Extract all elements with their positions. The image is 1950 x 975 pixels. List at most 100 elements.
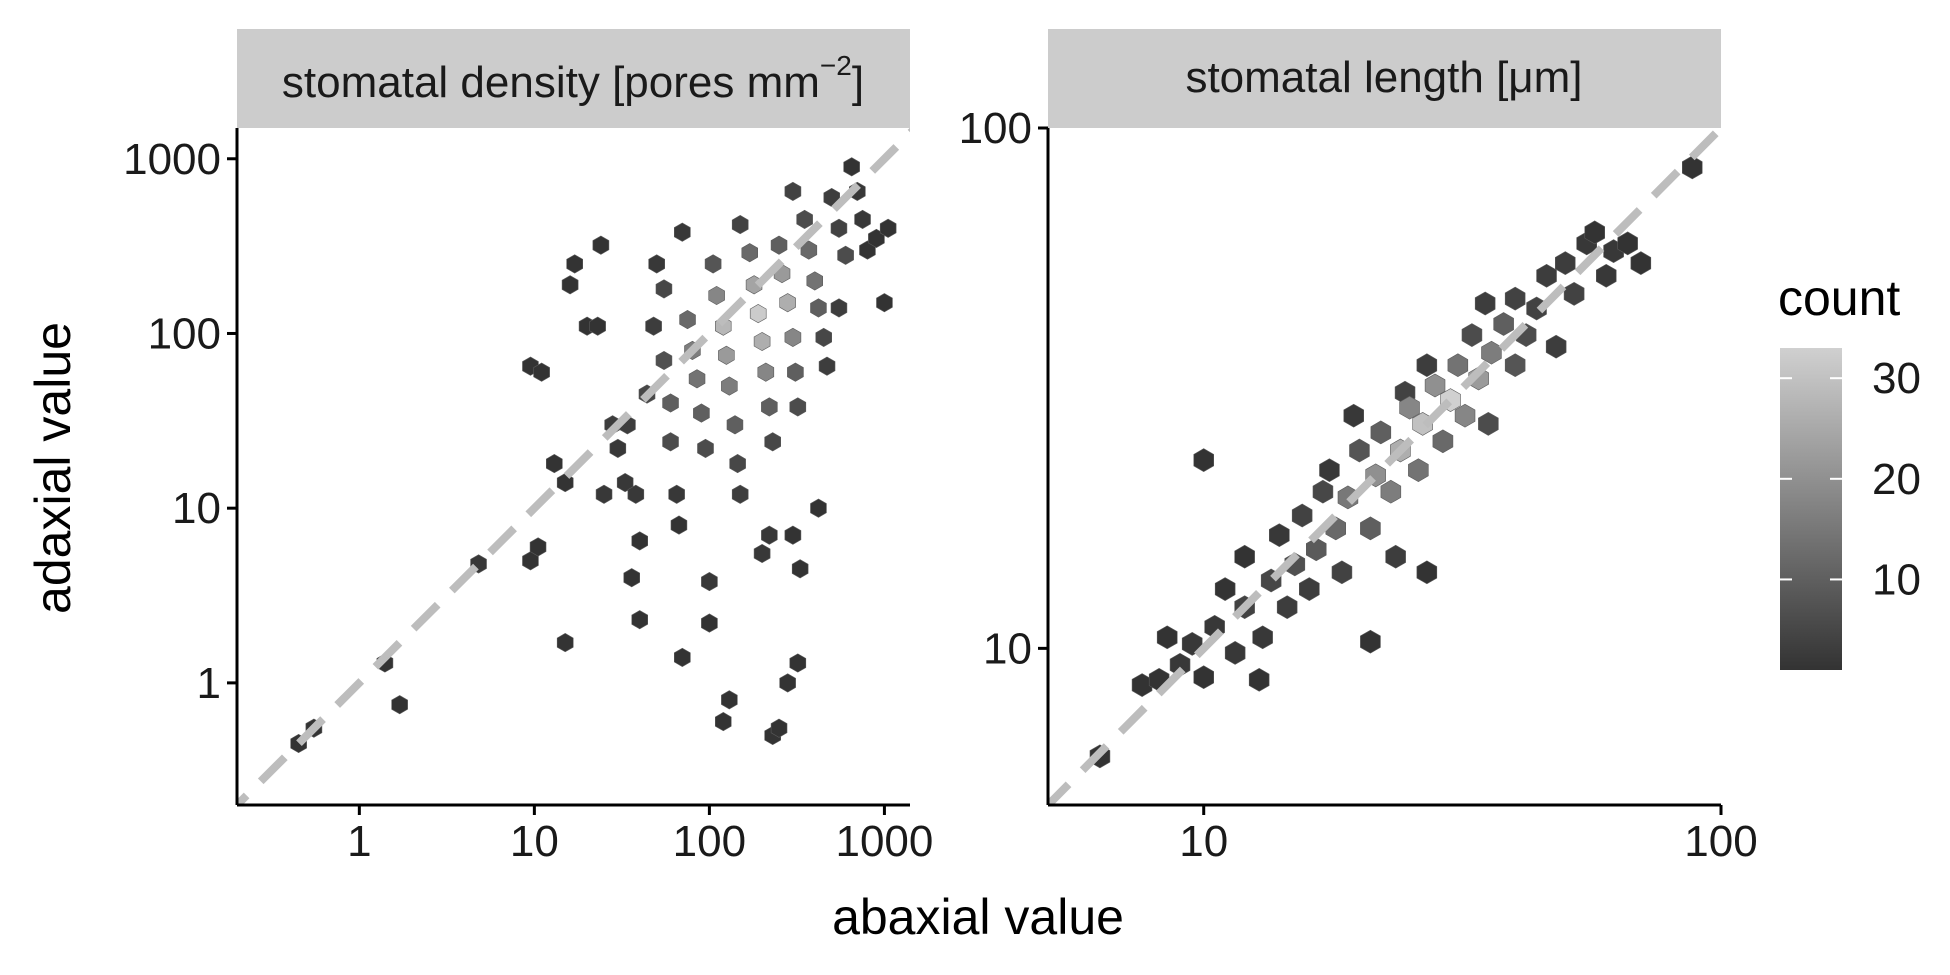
hexbin-cell [1214, 577, 1236, 601]
hexbin-cell [1504, 353, 1526, 378]
hexbin-cell [721, 376, 738, 396]
hexbin-cell [1424, 373, 1446, 398]
hexbin-cell [714, 712, 732, 732]
hexbin-cell [1193, 448, 1214, 472]
hexbin-cell [545, 454, 563, 474]
hexbin-cell [566, 254, 584, 274]
hexbin-cell [761, 397, 778, 417]
hexbin-cell [668, 484, 685, 504]
hexbin-cell [810, 498, 827, 518]
identity-line [237, 128, 910, 805]
hexbin-cell [741, 243, 759, 263]
hexbin-layer [290, 157, 897, 754]
hexbin-cell [789, 653, 807, 673]
hexbin-cell [1474, 291, 1496, 316]
hexbin-cell [1370, 420, 1392, 445]
hexbin-cell [1630, 251, 1652, 275]
hexbin-cell [815, 327, 833, 347]
hexbin-cell [627, 484, 645, 504]
hexbin-cell [1399, 395, 1420, 420]
legend-tick-label: 20 [1872, 455, 1921, 504]
x-tick-label: 100 [673, 817, 746, 866]
hexbin-cell [879, 218, 897, 238]
y-axis: 10 100 [959, 104, 1050, 805]
hexbin-cell [796, 209, 813, 229]
hexbin-cell [1461, 323, 1483, 347]
hexbin-cell [854, 209, 871, 229]
hexbin-cell [592, 235, 610, 255]
hexbin-cell [556, 633, 574, 653]
hexbin-cell [1478, 412, 1499, 436]
hexbin-cell [837, 245, 854, 265]
hexbin-cell [1252, 625, 1273, 650]
hexbin-cell [1555, 251, 1576, 275]
hexbin-cell [1447, 353, 1469, 378]
hexbin-cell [791, 559, 809, 579]
y-tick-label: 10 [172, 484, 221, 533]
legend-tick-label: 10 [1872, 555, 1921, 604]
hexbin-cell [609, 438, 627, 458]
hexbin-cell [1596, 263, 1617, 288]
identity-line [1048, 128, 1721, 805]
x-axis-title: abaxial value [832, 889, 1124, 945]
hexbin-cell [784, 327, 802, 347]
hexbin-cell [1454, 403, 1476, 428]
x-tick-label: 1000 [835, 817, 933, 866]
hexbin-cell [764, 432, 782, 452]
panel-stomatal-length: stomatal length [μm] 10 100 10 100 [959, 29, 1758, 866]
hexbin-cell [1360, 516, 1381, 541]
hexbin-cell [655, 350, 673, 371]
x-tick-label: 10 [510, 817, 559, 866]
y-tick-label: 1000 [123, 135, 221, 184]
hexbin-cell [589, 316, 606, 336]
hexbin-cell [784, 525, 802, 545]
y-tick-label: 100 [148, 309, 221, 358]
hexbin-cell [1584, 220, 1605, 245]
y-axis: 1 10 100 1000 [123, 128, 239, 805]
hexbin-cell [806, 271, 824, 291]
hexbin-cell [533, 362, 550, 382]
hexbin-cell [1312, 479, 1334, 504]
hexbin-cell [1408, 458, 1429, 483]
hexbin-cell [1385, 544, 1406, 569]
hexbin-cell [770, 718, 788, 738]
legend-colorbar [1780, 348, 1842, 670]
x-axis: 1 10 100 1000 [237, 803, 933, 866]
hexbin-cell [1682, 155, 1703, 180]
hexbin-cell [595, 484, 613, 504]
hexbin-cell [391, 695, 408, 715]
hexbin-cell [818, 356, 836, 376]
y-axis-title: adaxial value [25, 322, 81, 614]
hexbin-cell [761, 525, 778, 545]
panel-title: stomatal density [pores mm−2] [282, 50, 864, 107]
hexbin-cell [731, 215, 749, 235]
legend: count 10 20 30 [1778, 270, 1921, 670]
hexbin-cell [1416, 353, 1438, 378]
hexbin-cell [1563, 282, 1585, 306]
hexbin-cell [708, 285, 725, 306]
hexbin-cell [688, 369, 706, 389]
hexbin-cell [779, 293, 796, 313]
y-tick-label: 1 [197, 659, 221, 708]
hexbin-cell [1493, 312, 1514, 336]
x-axis: 10 100 [1048, 803, 1758, 866]
hexbin-cell [1276, 595, 1298, 620]
hexbin-cell [645, 316, 662, 336]
hexbin-layer [1089, 155, 1703, 769]
hexbin-cell [843, 157, 860, 177]
hexbin-cell [1349, 438, 1370, 463]
hexbin-cell [1380, 479, 1402, 504]
hexbin-cell [673, 647, 691, 667]
hexbin-cell [1291, 503, 1313, 528]
hexbin-cell [693, 403, 710, 423]
hexbin-cell [1504, 286, 1526, 311]
hexbin-cell [830, 218, 848, 238]
x-tick-label: 100 [1684, 817, 1757, 866]
hexbin-cell [1193, 665, 1214, 690]
hexbin-cell [749, 304, 767, 324]
y-tick-label: 10 [983, 624, 1032, 673]
hexbin-cell [1432, 429, 1454, 454]
hexbin-cell [704, 254, 722, 274]
panel-stomatal-density: stomatal density [pores mm−2] 1 10 100 1000… [123, 29, 933, 866]
